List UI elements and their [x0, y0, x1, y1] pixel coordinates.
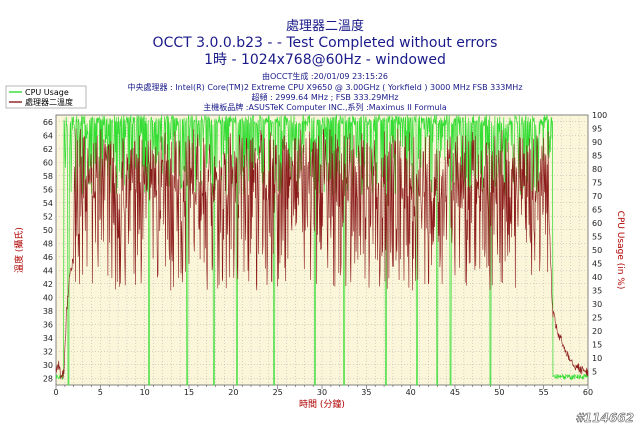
watermark: #114662: [576, 411, 634, 425]
y-right-tick-label: 75: [592, 179, 602, 188]
y-left-tick-label: 40: [43, 293, 53, 302]
y-right-tick-label: 65: [592, 206, 602, 215]
y-left-tick-label: 58: [43, 172, 53, 181]
x-tick-label: 30: [317, 388, 327, 397]
y-right-tick-label: 50: [592, 246, 602, 255]
x-tick-label: 15: [184, 388, 194, 397]
info-motherboard: 主機板品牌 :ASUSTeK Computer INC.,系列 :Maximus…: [203, 102, 447, 112]
y-right-tick-label: 80: [592, 165, 602, 174]
temperature-line: [55, 128, 589, 380]
chart-title-main: OCCT 3.0.0.b23 - - Test Completed withou…: [153, 35, 498, 51]
info-generated: 由OCCT生成 :20/01/09 23:15:26: [262, 71, 388, 81]
axis-ticks: 0 5 10 15 20 25 30 35 40 45 50 55 60 28 30 32 34 36 38 40 42…: [43, 111, 607, 397]
legend-temp-label: 處理器二溫度: [25, 97, 73, 107]
y-left-tick-label: 56: [43, 185, 53, 194]
y-left-tick-label: 54: [43, 199, 53, 208]
y-right-tick-label: 55: [592, 233, 602, 242]
y-left-tick-label: 52: [43, 212, 53, 221]
y-left-tick-label: 28: [43, 374, 53, 383]
x-tick-label: 60: [583, 388, 593, 397]
y-left-tick-label: 62: [43, 145, 53, 154]
y-right-tick-label: 85: [592, 152, 602, 161]
x-tick-label: 20: [228, 388, 238, 397]
y-right-tick-label: 35: [592, 287, 602, 296]
series-temperature: [55, 128, 589, 380]
y-right-tick-label: 100: [592, 111, 607, 120]
y-left-tick-label: 46: [43, 253, 53, 262]
y-axis-label-left: 溫度 (攝氏): [13, 227, 25, 273]
x-tick-label: 55: [539, 388, 549, 397]
y-left-tick-label: 66: [43, 118, 53, 127]
y-right-tick-label: 30: [592, 300, 602, 309]
y-left-tick-label: 64: [43, 131, 53, 140]
y-right-tick-label: 45: [592, 260, 602, 269]
y-right-tick-label: 90: [592, 138, 602, 147]
legend: CPU Usage 處理器二溫度: [5, 85, 87, 109]
y-right-tick-label: 70: [592, 192, 602, 201]
y-right-tick-label: 60: [592, 219, 602, 228]
y-left-tick-label: 44: [43, 266, 53, 275]
cpu-usage-line: [55, 113, 589, 386]
y-left-tick-label: 34: [43, 334, 53, 343]
x-tick-label: 0: [53, 388, 58, 397]
y-right-tick-label: 95: [592, 125, 602, 134]
x-tick-label: 50: [494, 388, 504, 397]
y-right-tick-label: 40: [592, 273, 602, 282]
legend-cpu-label: CPU Usage: [25, 88, 69, 97]
legend-box: [5, 85, 87, 109]
y-left-tick-label: 42: [43, 280, 53, 289]
y-left-tick-label: 36: [43, 320, 53, 329]
chart-title-sub: 1時 - 1024x768@60Hz - windowed: [204, 52, 446, 68]
y-right-tick-label: 15: [592, 341, 602, 350]
x-tick-label: 25: [273, 388, 283, 397]
x-tick-label: 45: [450, 388, 460, 397]
info-overclock: 超頻 : 2999.64 MHz ; FSB 333.29MHz: [252, 92, 399, 102]
y-left-tick-label: 60: [43, 158, 53, 167]
y-left-tick-label: 32: [43, 347, 53, 356]
x-tick-label: 35: [361, 388, 371, 397]
y-right-tick-label: 20: [592, 327, 602, 336]
y-axis-label-right: CPU Usage (in %): [615, 211, 625, 290]
y-left-tick-label: 48: [43, 239, 53, 248]
info-cpu: 中央處理器 : Intel(R) Core(TM)2 Extreme CPU X…: [127, 82, 522, 92]
series-cpu-usage: [55, 113, 589, 386]
y-left-tick-label: 38: [43, 307, 53, 316]
x-tick-label: 5: [98, 388, 103, 397]
y-left-tick-label: 30: [43, 361, 53, 370]
y-right-tick-label: 25: [592, 314, 602, 323]
y-right-tick-label: 5: [592, 368, 597, 377]
x-tick-label: 10: [140, 388, 150, 397]
chart-title-cn: 處理器二溫度: [286, 18, 364, 34]
x-axis-label: 時間 (分鐘): [299, 398, 345, 410]
y-left-tick-label: 50: [43, 226, 53, 235]
x-tick-label: 40: [406, 388, 416, 397]
y-right-tick-label: 10: [592, 354, 602, 363]
